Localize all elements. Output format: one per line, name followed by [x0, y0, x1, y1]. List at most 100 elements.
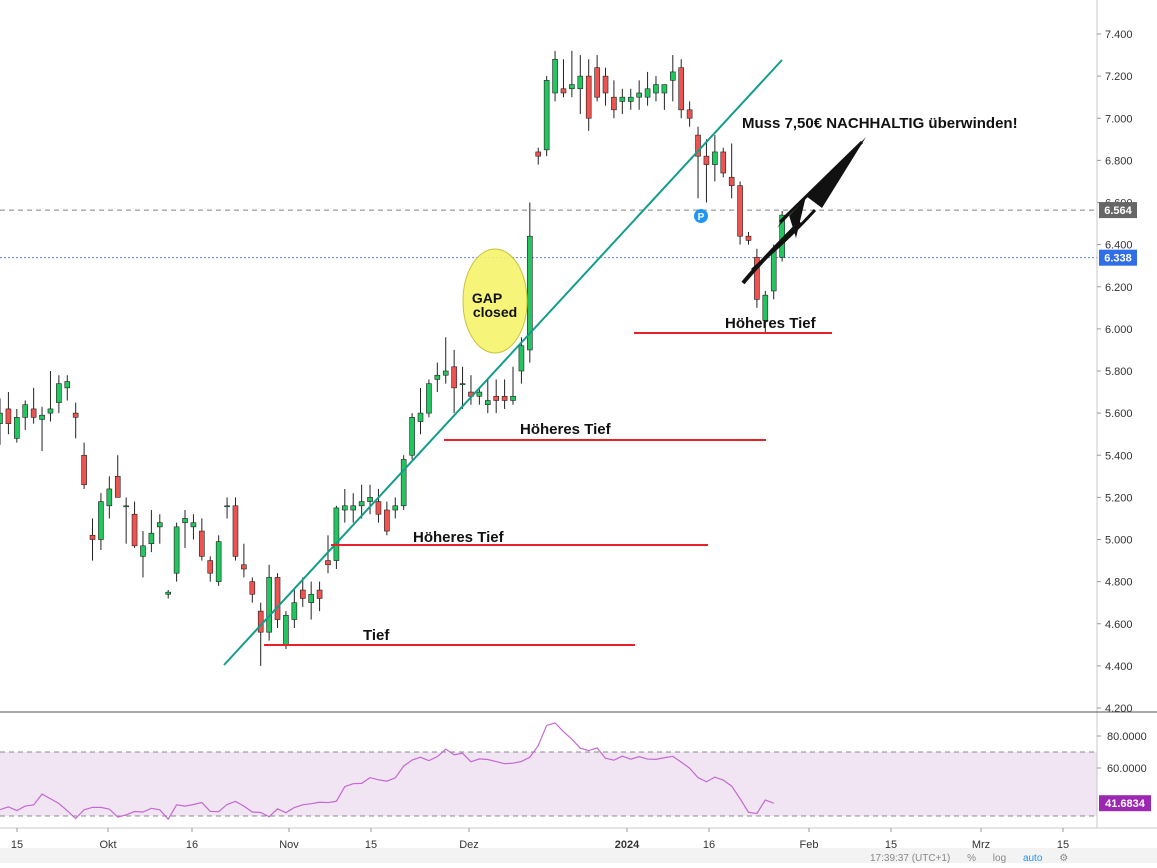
- candle-body: [476, 391, 483, 397]
- candle-body: [375, 501, 382, 515]
- candle-body: [569, 84, 575, 90]
- candle-body: [493, 395, 499, 401]
- candle-body: [611, 96, 617, 111]
- price-tick-label: 4.800: [1105, 577, 1133, 589]
- candle-body: [451, 366, 457, 389]
- status-bar: 17:39:37 (UTC+1) % log auto ⚙: [870, 853, 1082, 865]
- label-hoeheres-tief-3: Höheres Tief: [725, 315, 817, 332]
- trendline[interactable]: [223, 59, 783, 666]
- candle-body: [644, 88, 651, 98]
- rsi-value-tag: [1099, 795, 1151, 812]
- candle-body: [140, 545, 146, 557]
- time-tick-label: 15: [11, 839, 23, 851]
- time-tick-label: Nov: [279, 839, 299, 851]
- candle-body: [400, 459, 407, 507]
- price-tick-label: 5.600: [1105, 408, 1133, 420]
- candle-body: [283, 615, 289, 646]
- candle-body: [81, 454, 87, 486]
- candle-body: [770, 248, 777, 292]
- candle-body: [89, 534, 96, 540]
- time-tick-label: Dez: [459, 839, 479, 851]
- price-tag-label: 6.338: [1104, 253, 1132, 265]
- candle-body: [173, 526, 180, 574]
- rsi-pane: [0, 722, 1097, 821]
- candle-body: [686, 109, 693, 119]
- candle-body: [745, 235, 752, 241]
- candle-body: [627, 96, 634, 102]
- candle-body: [114, 476, 121, 498]
- p-marker-label: P: [698, 212, 705, 223]
- candle-body: [333, 507, 340, 561]
- price-tick-label: 5.800: [1105, 366, 1133, 378]
- candle-body: [249, 581, 256, 595]
- price-tick-label: 5.400: [1105, 450, 1133, 462]
- candle-body: [619, 96, 626, 102]
- rsi-tick-label: 60.0000: [1107, 763, 1147, 775]
- candle-body: [552, 58, 558, 94]
- candle-body: [417, 412, 424, 422]
- p-marker-icon[interactable]: [694, 209, 708, 223]
- price-tick-label: 7.400: [1105, 29, 1133, 41]
- candle-body: [30, 408, 37, 418]
- candle-body: [224, 505, 230, 508]
- candle-body: [308, 593, 314, 603]
- candle-body: [737, 185, 743, 237]
- candle-body: [636, 92, 642, 98]
- status-auto[interactable]: auto: [1022, 853, 1043, 864]
- candle-body: [190, 522, 197, 528]
- gap-label-line1: GAP: [472, 290, 502, 306]
- candle-body: [543, 80, 550, 151]
- price-tick-label: 4.600: [1105, 619, 1133, 631]
- candle-body: [156, 522, 163, 528]
- candle-body: [131, 513, 138, 547]
- candle-body: [358, 501, 365, 507]
- rsi-value-label: 41.6834: [1105, 798, 1146, 810]
- rsi-band: [0, 752, 1097, 816]
- price-tag: [1099, 249, 1137, 266]
- candle-body: [123, 505, 129, 508]
- candle-body: [602, 75, 609, 94]
- rsi-series-line: [0, 722, 774, 821]
- candle-body: [0, 412, 3, 424]
- candle-body: [518, 345, 525, 372]
- candle-body: [720, 151, 727, 174]
- candle-body: [148, 532, 155, 545]
- label-hoeheres-tief-2: Höheres Tief: [520, 421, 612, 438]
- candle-body: [653, 84, 659, 94]
- candle-body: [325, 560, 331, 566]
- drawings: GAP closed Tief Höheres Tief Höheres Tie…: [223, 59, 1018, 666]
- candle-body: [392, 505, 399, 511]
- time-tick-label: 2024: [615, 839, 640, 851]
- candle-body: [232, 505, 239, 557]
- candle-body: [484, 400, 491, 405]
- candle-body: [72, 412, 79, 418]
- candle-body: [291, 602, 298, 620]
- candle-body: [266, 577, 272, 633]
- candle-body: [678, 67, 685, 111]
- price-tick-label: 4.200: [1105, 703, 1133, 715]
- candle-body: [510, 395, 516, 401]
- arrow-drawing[interactable]: [741, 137, 866, 285]
- candle-body: [384, 509, 390, 532]
- time-tick-label: Mrz: [972, 839, 990, 851]
- candle-body: [299, 589, 306, 599]
- status-log[interactable]: log: [992, 853, 1007, 864]
- candle-body: [316, 589, 323, 599]
- settings-icon[interactable]: ⚙: [1059, 853, 1069, 864]
- candle-body: [257, 610, 264, 633]
- price-tick-label: 5.200: [1105, 492, 1133, 504]
- candle-body: [703, 155, 710, 165]
- gap-ellipse[interactable]: [462, 248, 528, 354]
- candle-body: [728, 176, 735, 186]
- candle-body: [434, 374, 441, 380]
- candle-body: [560, 88, 567, 94]
- candle-body: [5, 408, 12, 424]
- candle-body: [426, 383, 432, 414]
- rsi-tick-label: 80.0000: [1107, 731, 1147, 743]
- time-tick-label: 15: [365, 839, 377, 851]
- status-percent[interactable]: %: [967, 853, 977, 864]
- candle-body: [98, 501, 104, 540]
